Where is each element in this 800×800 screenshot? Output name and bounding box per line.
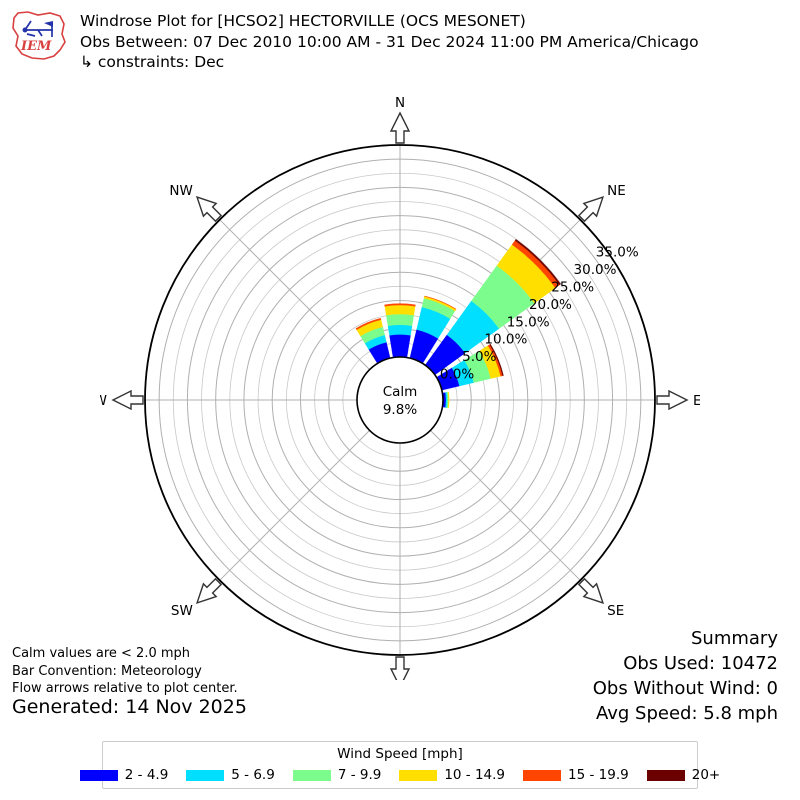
legend-swatch-4 [523,769,562,781]
legend-label-5: 20+ [691,767,721,783]
radial-tick-30.0%: 30.0% [574,262,617,278]
legend-label-2: 7 - 9.9 [337,767,382,783]
arrow-glyph [577,195,605,223]
legend-label-0: 2 - 4.9 [124,767,169,783]
summary-block: Summary Obs Used: 10472 Obs Without Wind… [593,626,778,726]
arrow-glyph [195,577,223,605]
direction-labels: NNEESESSWWNW [100,95,700,619]
summary-obs-used: Obs Used: 10472 [623,653,778,674]
footnote-calm: Calm values are < 2.0 mph [12,646,191,661]
flow-arrow-45 [577,195,605,223]
windrose-petals [355,238,562,409]
petal-N-bin-3 [384,304,416,316]
legend-item-4[interactable]: 15 - 19.9 [523,767,629,783]
arrow-glyph [389,111,411,144]
legend-title: Wind Speed [mph] [337,746,463,762]
radial-tick-20.0%: 20.0% [529,297,572,313]
petal-NNE-bin-4 [424,295,457,310]
direction-label-W: W [100,393,107,409]
generated-date: Generated: 14 Nov 2025 [12,696,247,718]
legend-item-3[interactable]: 10 - 14.9 [399,767,505,783]
direction-label-N: N [395,95,405,111]
legend-swatch-0 [79,769,118,781]
petal-ENE-bin-5 [489,343,504,376]
footnote-flow-arrows: Flow arrows relative to plot center. [12,681,238,696]
weather-station-icon [22,20,53,37]
calm-label: Calm [383,384,418,400]
flow-arrow-0 [389,111,411,144]
arrow-glyph [111,389,144,411]
calm-center: Calm 9.8% [356,356,444,444]
legend-label-3: 10 - 14.9 [444,767,506,783]
grid-spoke-315 [219,219,370,370]
calm-circle [356,356,444,444]
petal-NE-bin-5 [514,238,562,286]
direction-label-SE: SE [607,603,624,619]
direction-label-NW: NW [169,183,192,199]
grid-spoke-135 [430,430,581,581]
summary-avg-speed: Avg Speed: 5.8 mph [596,703,778,724]
windrose-svg: 0.0% 5.0%10.0% 15.0%20.0%25.0% 30.0%35.0% N… [100,95,700,680]
flow-arrow-225 [195,577,223,605]
legend-label-4: 15 - 19.9 [568,767,629,783]
outer-boundary-circle [144,144,656,656]
radial-tick-10.0%: 10.0% [484,332,527,348]
radial-tick-labels: 0.0% 5.0%10.0% 15.0%20.0%25.0% 30.0%35.0% [440,245,639,383]
legend-label-1: 5 - 6.9 [231,767,275,783]
radial-tick-0.0%: 0.0% [440,367,474,383]
title-line-1: Windrose Plot for [HCSO2] HECTORVILLE (O… [80,12,526,30]
title-block: Windrose Plot for [HCSO2] HECTORVILLE (O… [80,11,780,73]
flow-arrow-90 [656,389,689,411]
petal-N-bin-4 [384,303,416,307]
iowa-outline-icon [12,11,66,60]
legend-box: Wind Speed [mph] 2 - 4.9 5 - 6.9 7 - 9.9 10… [79,741,720,789]
radial-tick-35.0%: 35.0% [596,245,639,261]
flow-arrow-135 [577,577,605,605]
windrose-plot: 0.0% 5.0% 10.0% 15.0% 20.0% 25.0% 30.0% 35.0% N… [100,80,700,680]
radial-tick-5.0%: 5.0% [462,349,496,365]
legend-swatch-2 [292,769,331,781]
grid-spoke-225 [219,430,370,581]
outer-circle [144,144,656,656]
petal-N-bin-0 [389,334,411,358]
petal-E-bin-3 [447,391,450,409]
footnote-bar-convention: Bar Convention: Meteorology [12,663,202,679]
iem-logo: IEM [8,10,70,62]
flow-arrow-270 [111,389,144,411]
legend-item-0[interactable]: 2 - 4.9 [79,767,169,783]
compass-arrows [111,111,689,680]
arrow-glyph [389,656,411,680]
calm-value: 9.8% [383,402,417,418]
arrow-glyph [656,389,689,411]
title-line-2: Obs Between: 07 Dec 2010 10:00 AM - 31 D… [80,32,699,51]
direction-label-NE: NE [607,183,626,199]
radial-tick-15.0%: 15.0% [507,314,550,330]
arrow-glyph [195,195,223,223]
legend-swatch-1 [186,769,225,781]
legend-item-1[interactable]: 5 - 6.9 [186,767,275,783]
petal-N-bin-2 [386,313,414,326]
flow-arrow-180 [389,656,411,680]
footnotes-block: Calm values are < 2.0 mph Bar Convention… [12,645,238,698]
flow-arrow-315 [195,195,223,223]
legend-swatch-5 [646,769,685,781]
legend-item-5[interactable]: 20+ [646,767,721,783]
legend-swatch-3 [399,769,438,781]
arrow-glyph [577,577,605,605]
title-line-3: ↳ constraints: Dec [80,53,225,71]
direction-label-SW: SW [171,603,193,619]
iem-logo-text: IEM [20,39,52,54]
direction-label-E: E [693,393,700,409]
petal-NNW-bin-4 [355,318,382,331]
summary-obs-without-wind: Obs Without Wind: 0 [592,678,778,699]
legend-item-2[interactable]: 7 - 9.9 [292,767,382,783]
legend-items: 2 - 4.9 5 - 6.9 7 - 9.9 10 - 14.9 15 - 19.9 2… [79,767,720,783]
summary-heading: Summary [691,628,778,649]
petal-N-bin-1 [387,324,413,336]
radial-tick-25.0%: 25.0% [551,280,594,296]
